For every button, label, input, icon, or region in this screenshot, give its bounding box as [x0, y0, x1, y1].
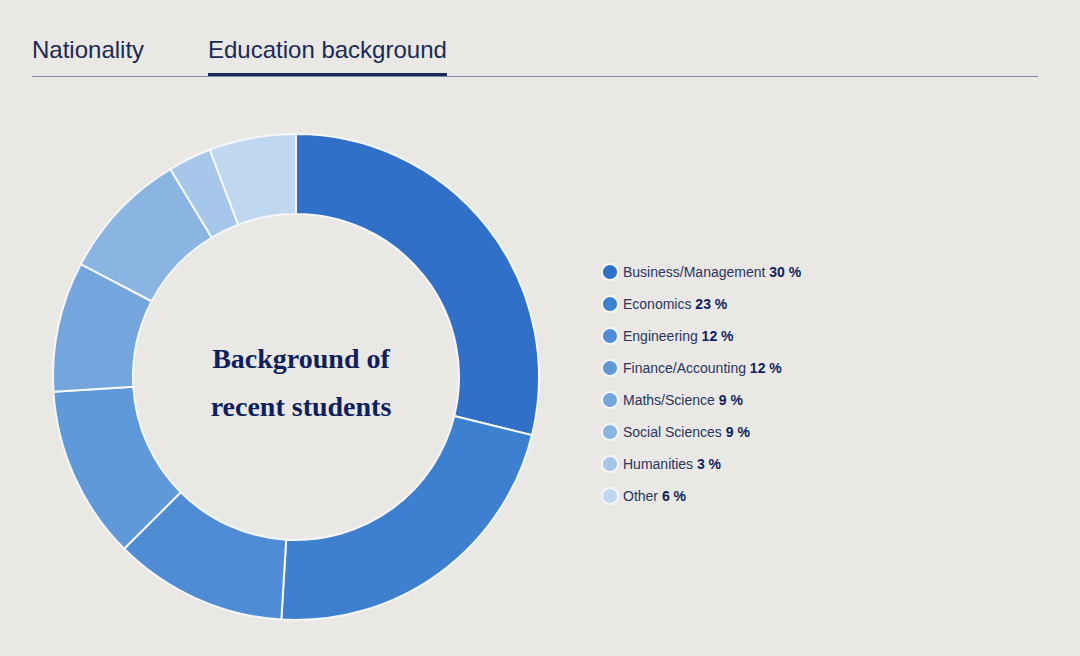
svg-text:30 %: 30 % [769, 264, 801, 280]
html-text:Nationality: Nationality [32, 36, 145, 63]
svg-text:Humanities: Humanities [623, 456, 693, 472]
svg-text:Business/Management: Business/Management [623, 264, 766, 280]
svg-text:12 %: 12 % [750, 360, 782, 376]
svg-text:23 %: 23 % [695, 296, 727, 312]
svg-text:Other: Other [623, 488, 658, 504]
svg-text:Social Sciences: Social Sciences [623, 424, 722, 440]
svg-text:9 %: 9 % [719, 392, 744, 408]
svg-text:Maths/Science: Maths/Science [623, 392, 715, 408]
svg-text:12 %: 12 % [702, 328, 734, 344]
svg-text:3 %: 3 % [697, 456, 722, 472]
svg-text:Engineering: Engineering [623, 328, 698, 344]
svg-text:6 %: 6 % [662, 488, 687, 504]
svg-text:Finance/Accounting: Finance/Accounting [623, 360, 746, 376]
svg-text:recent students: recent students [211, 391, 392, 422]
html-text:Education background: Education background [208, 36, 447, 63]
svg-text:Background of: Background of [212, 343, 390, 374]
svg-text:Economics: Economics [623, 296, 691, 312]
svg-text:9 %: 9 % [726, 424, 751, 440]
